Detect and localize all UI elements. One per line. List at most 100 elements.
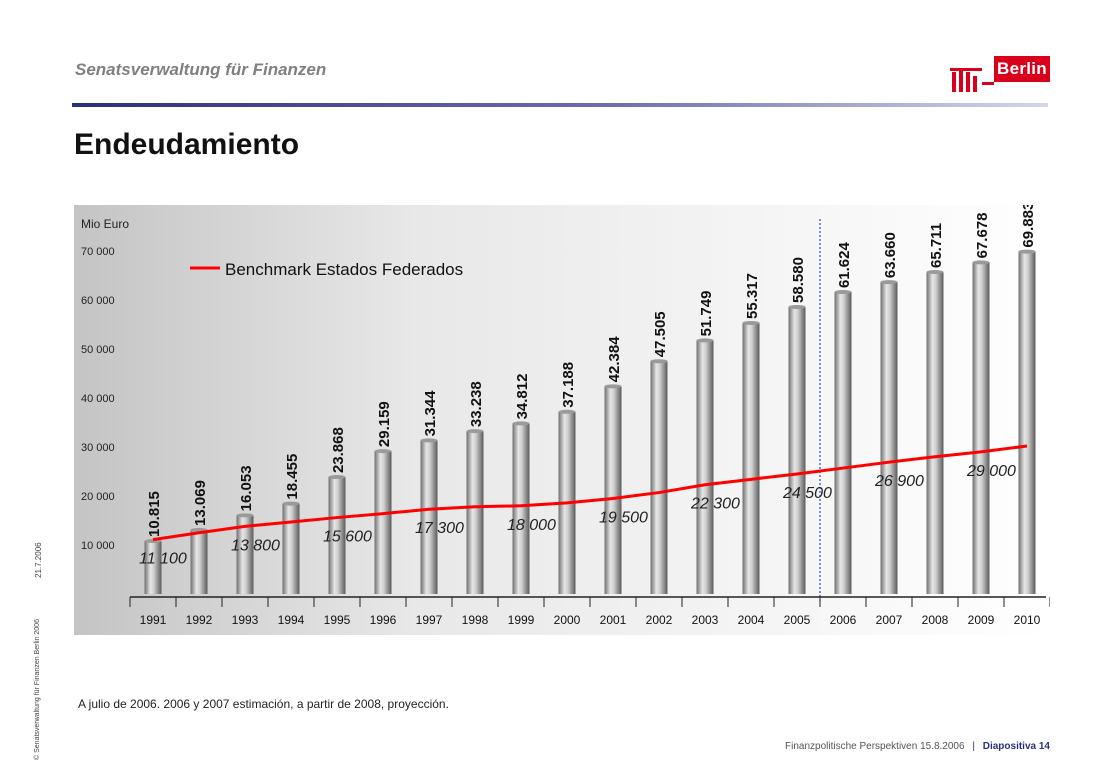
benchmark-value-label: 18 000 <box>507 517 556 534</box>
benchmark-value-label: 11 100 <box>139 551 187 568</box>
benchmark-line <box>152 444 1028 542</box>
x-tick-label: 1996 <box>370 613 397 627</box>
y-tick-label: 20 000 <box>81 491 115 503</box>
bar-value-label: 55.317 <box>744 273 761 319</box>
debt-chart: Mio Euro 10 000 20 000 30 000 40 000 50 000 6… <box>74 202 1051 635</box>
bar-top <box>880 280 898 285</box>
bar-top <box>374 449 392 454</box>
bar-value-label: 69.883 <box>1020 205 1037 248</box>
y-tick-label: 70 000 <box>81 246 115 258</box>
berlin-logo: Berlin <box>950 56 1050 92</box>
bar-value-label: 42.384 <box>606 336 623 383</box>
bar <box>236 515 254 594</box>
bar-top <box>512 421 530 426</box>
side-copyright: © Senatsverwaltung für Finanzen Berlin 2… <box>34 619 41 760</box>
bar <box>972 262 990 594</box>
bar-top <box>558 409 576 414</box>
benchmark-value-label: 22 300 <box>690 496 740 513</box>
bar-top <box>742 320 760 325</box>
bar <box>742 322 760 594</box>
bar <box>1018 251 1036 594</box>
footer-presentation: Finanzpolitische Perspektiven 15.8.2006 <box>785 741 965 752</box>
chart-legend: Benchmark Estados Federados <box>190 260 463 279</box>
header-org-name: Senatsverwaltung für Finanzen <box>75 60 327 79</box>
chart-svg: Mio Euro 10 000 20 000 30 000 40 000 50 000 6… <box>74 202 1051 635</box>
bar-value-label: 29.159 <box>376 401 393 447</box>
x-tick-label: 1992 <box>186 613 213 627</box>
x-tick-label: 1995 <box>324 613 351 627</box>
bar-value-label: 51.749 <box>698 291 715 337</box>
bar-value-label: 37.188 <box>560 362 577 408</box>
x-tick-label: 2000 <box>554 613 581 627</box>
footer: Finanzpolitische Perspektiven 15.8.2006 … <box>785 741 1050 752</box>
x-tick-label: 2009 <box>968 613 995 627</box>
footer-separator: | <box>972 741 975 752</box>
logo-wordmark: Berlin <box>994 56 1050 82</box>
bar <box>420 440 438 594</box>
bar-top <box>972 260 990 265</box>
y-tick-label: 10 000 <box>81 540 115 552</box>
benchmark-value-label: 24 500 <box>782 485 832 502</box>
bar <box>328 477 346 594</box>
legend-label-benchmark: Benchmark Estados Federados <box>225 260 463 279</box>
x-tick-label: 1997 <box>416 613 443 627</box>
bar-value-label: 13.069 <box>192 480 209 526</box>
bar <box>834 292 852 594</box>
x-tick-label: 2001 <box>600 613 627 627</box>
bar-top <box>604 384 622 389</box>
bar-top <box>420 438 438 443</box>
bar-top <box>328 475 346 480</box>
y-tick-label: 30 000 <box>81 442 115 454</box>
benchmark-value-label: 15 600 <box>323 529 372 546</box>
bear-emblem-icon <box>950 68 994 92</box>
bar-value-label: 65.711 <box>928 223 945 268</box>
bar-value-label: 67.678 <box>974 212 991 258</box>
x-tick-label: 2002 <box>646 613 673 627</box>
bar <box>880 282 898 594</box>
bar-top <box>926 270 944 275</box>
x-tick-label: 2006 <box>830 613 857 627</box>
y-axis-label: Mio Euro <box>81 217 129 231</box>
x-tick-label: 1998 <box>462 613 489 627</box>
footer-slide-number: Diapositiva 14 <box>982 741 1050 752</box>
bar-top <box>1018 249 1036 254</box>
bar <box>926 272 944 594</box>
bar-top <box>696 338 714 343</box>
bar-value-label: 58.580 <box>790 257 807 303</box>
page-title: Endeudamiento <box>74 128 300 161</box>
bar-top <box>466 429 484 434</box>
bar-value-label: 31.344 <box>422 390 439 437</box>
bar-value-label: 63.660 <box>882 232 899 278</box>
y-tick-label: 50 000 <box>81 344 115 356</box>
bar-top <box>650 359 668 364</box>
header-divider <box>72 103 1048 107</box>
x-tick-label: 2004 <box>738 613 765 627</box>
bar <box>604 386 622 594</box>
bar-value-label: 61.624 <box>836 242 853 289</box>
bar <box>282 503 300 594</box>
bar-value-label: 10.815 <box>146 491 163 537</box>
bar-value-label: 23.868 <box>330 427 347 473</box>
bar <box>466 431 484 594</box>
x-tick-label: 1999 <box>508 613 535 627</box>
benchmark-value-label: 29 000 <box>966 463 1016 480</box>
bar-top <box>834 290 852 295</box>
bar-value-label: 33.238 <box>468 381 485 427</box>
x-tick-label: 2005 <box>784 613 811 627</box>
footnote: A julio de 2006. 2006 y 2007 estimación,… <box>78 697 449 711</box>
bar-value-label: 34.812 <box>514 374 531 420</box>
benchmark-value-label: 13 800 <box>231 537 280 554</box>
bar <box>512 423 530 594</box>
x-tick-label: 2003 <box>692 613 719 627</box>
side-date: 21.7.2006 <box>34 542 43 578</box>
bar-top <box>236 513 254 518</box>
benchmark-value-label: 26 900 <box>874 473 924 490</box>
bar-top <box>282 501 300 506</box>
x-tick-label: 2007 <box>876 613 903 627</box>
bar-top <box>788 304 806 309</box>
y-tick-label: 40 000 <box>81 393 115 405</box>
benchmark-value-label: 19 500 <box>599 509 648 526</box>
bar-value-label: 47.505 <box>652 311 669 357</box>
bar <box>144 541 162 594</box>
bar <box>190 529 208 594</box>
